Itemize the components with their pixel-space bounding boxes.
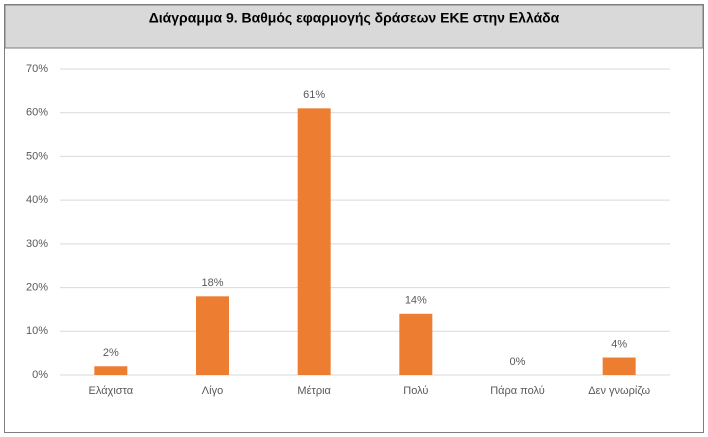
y-tick-label: 40% [26, 194, 48, 206]
bar [94, 366, 128, 375]
bar [297, 108, 331, 375]
value-label: 18% [201, 277, 223, 289]
x-tick-label: Δεν γνωρίζω [588, 385, 650, 397]
y-tick-label: 50% [26, 150, 48, 162]
x-tick-label: Λίγο [202, 385, 223, 397]
y-tick-label: 10% [26, 325, 48, 337]
value-label: 61% [303, 89, 325, 101]
bar [602, 357, 636, 375]
chart-frame [4, 4, 704, 433]
title-box [4, 4, 704, 49]
value-label: 14% [405, 295, 427, 307]
y-tick-label: 0% [32, 369, 48, 381]
value-label: 4% [611, 338, 627, 350]
chart-title: Διάγραμμα 9. Βαθμός εφαρμογής δράσεων ΕΚ… [149, 10, 560, 26]
y-tick-label: 70% [26, 63, 48, 75]
bar [399, 313, 433, 375]
x-tick-label: Ελάχιστα [89, 385, 134, 397]
bar [196, 296, 229, 375]
y-tick-label: 60% [26, 107, 48, 119]
value-label: 0% [510, 356, 526, 368]
x-tick-label: Μέτρια [297, 385, 331, 397]
y-tick-label: 30% [26, 238, 48, 250]
y-tick-label: 20% [26, 281, 48, 293]
x-tick-label: Πάρα πολύ [490, 385, 545, 397]
value-label: 2% [103, 347, 119, 359]
x-tick-label: Πολύ [403, 385, 428, 397]
